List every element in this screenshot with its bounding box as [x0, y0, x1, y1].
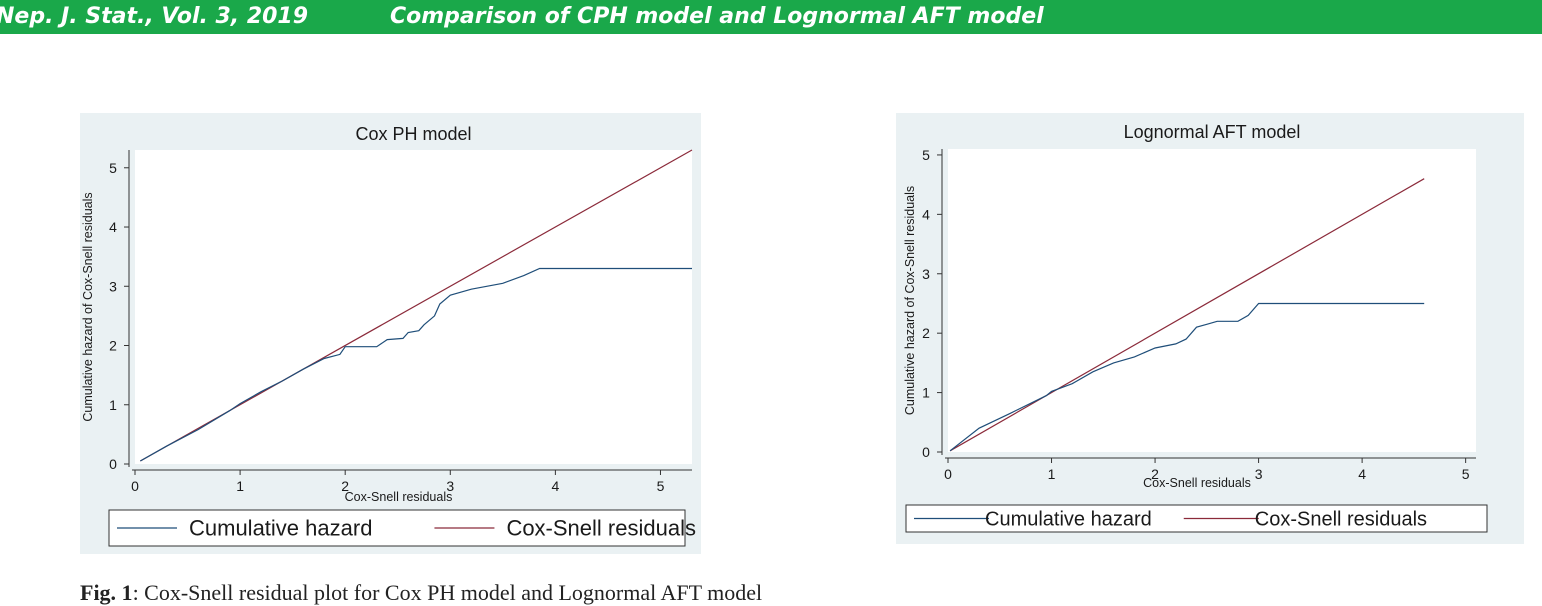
article-title: Comparison of CPH model and Lognormal AF… — [390, 4, 1044, 29]
cumulative-hazard-line — [140, 267, 692, 462]
y-axis-label: Cumulative hazard of Cox-Snell residuals — [81, 192, 95, 421]
x-tick-label: 3 — [446, 478, 454, 494]
y-tick-label: 1 — [922, 385, 930, 401]
y-tick-label: 2 — [922, 325, 930, 341]
lognormal-aft-chart: Lognormal AFT model 0 1 2 3 4 5 0 1 2 3 4 5 Cox-Snell… — [903, 122, 1488, 533]
figure-label: Fig. 1 — [80, 580, 133, 605]
x-tick-label: 5 — [1462, 466, 1470, 482]
chart-panel-cox-ph: Cox PH model 0 1 2 3 4 5 0 1 2 3 4 5 Cox-Snell residu… — [80, 113, 701, 554]
figure-caption-text: : Cox-Snell residual plot for Cox PH mod… — [132, 580, 763, 605]
y-tick-label: 1 — [109, 397, 117, 413]
legend-label-cumulative-hazard: Cumulative hazard — [985, 509, 1152, 531]
legend-label-cumulative-hazard: Cumulative hazard — [189, 516, 372, 541]
y-tick-label: 3 — [922, 266, 930, 282]
x-tick-label: 4 — [551, 478, 559, 494]
header-bar: Nep. J. Stat., Vol. 3, 2019 Comparison o… — [0, 0, 1542, 34]
x-axis-label: Cox-Snell residuals — [345, 490, 453, 504]
y-axis-label: Cumulative hazard of Cox-Snell residuals — [903, 186, 917, 415]
x-tick-label: 2 — [1151, 466, 1159, 482]
y-tick-label: 3 — [109, 278, 117, 294]
cox-snell-reference-line — [949, 178, 1425, 452]
x-axis-label: Cox-Snell residuals — [1143, 476, 1251, 490]
x-tick-label: 0 — [944, 466, 952, 482]
x-tick-label: 1 — [236, 478, 244, 494]
y-tick-label: 4 — [109, 219, 117, 235]
y-tick-label: 4 — [922, 206, 930, 222]
y-tick-label: 2 — [109, 338, 117, 354]
y-tick-label: 5 — [922, 147, 930, 163]
legend-box — [108, 509, 686, 547]
chart-title: Cox PH model — [355, 124, 471, 144]
figure-caption: Fig. 1: Cox-Snell residual plot for Cox … — [80, 580, 762, 606]
legend-label-cox-snell: Cox-Snell residuals — [1255, 509, 1427, 531]
x-tick-label: 4 — [1358, 466, 1366, 482]
chart-title: Lognormal AFT model — [1124, 122, 1301, 142]
x-tick-label: 5 — [657, 478, 665, 494]
cumulative-hazard-line — [949, 302, 1425, 452]
journal-reference: Nep. J. Stat., Vol. 3, 2019 — [0, 4, 309, 29]
y-tick-label: 0 — [922, 444, 930, 460]
x-tick-label: 2 — [341, 478, 349, 494]
x-tick-label: 3 — [1255, 466, 1263, 482]
legend-label-cox-snell: Cox-Snell residuals — [506, 516, 696, 541]
y-tick-label: 5 — [109, 160, 117, 176]
y-tick-label: 0 — [109, 456, 117, 472]
x-tick-label: 0 — [131, 478, 139, 494]
x-tick-label: 1 — [1048, 466, 1056, 482]
cox-ph-chart: Cox PH model 0 1 2 3 4 5 0 1 2 3 4 5 Cox-Snell residu… — [81, 124, 696, 547]
chart-panel-lognormal-aft: Lognormal AFT model 0 1 2 3 4 5 0 1 2 3 4 5 Cox-Snell… — [896, 113, 1524, 544]
